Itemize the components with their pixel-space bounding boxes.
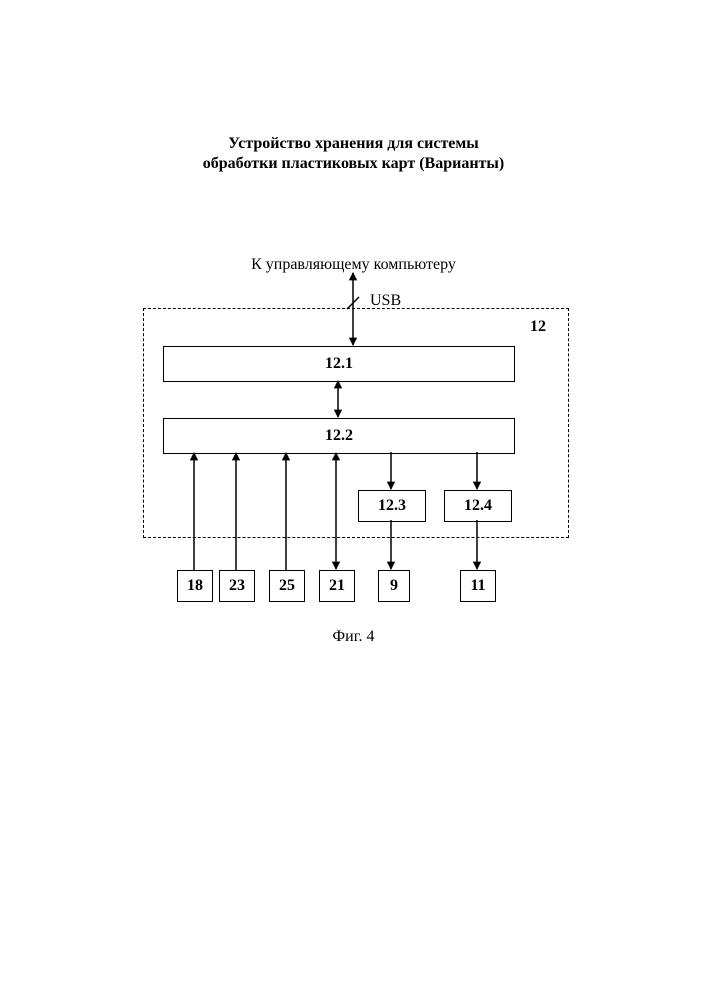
page: Устройство хранения для системы обработк… [0, 0, 707, 1000]
arrows-overlay [0, 0, 707, 1000]
